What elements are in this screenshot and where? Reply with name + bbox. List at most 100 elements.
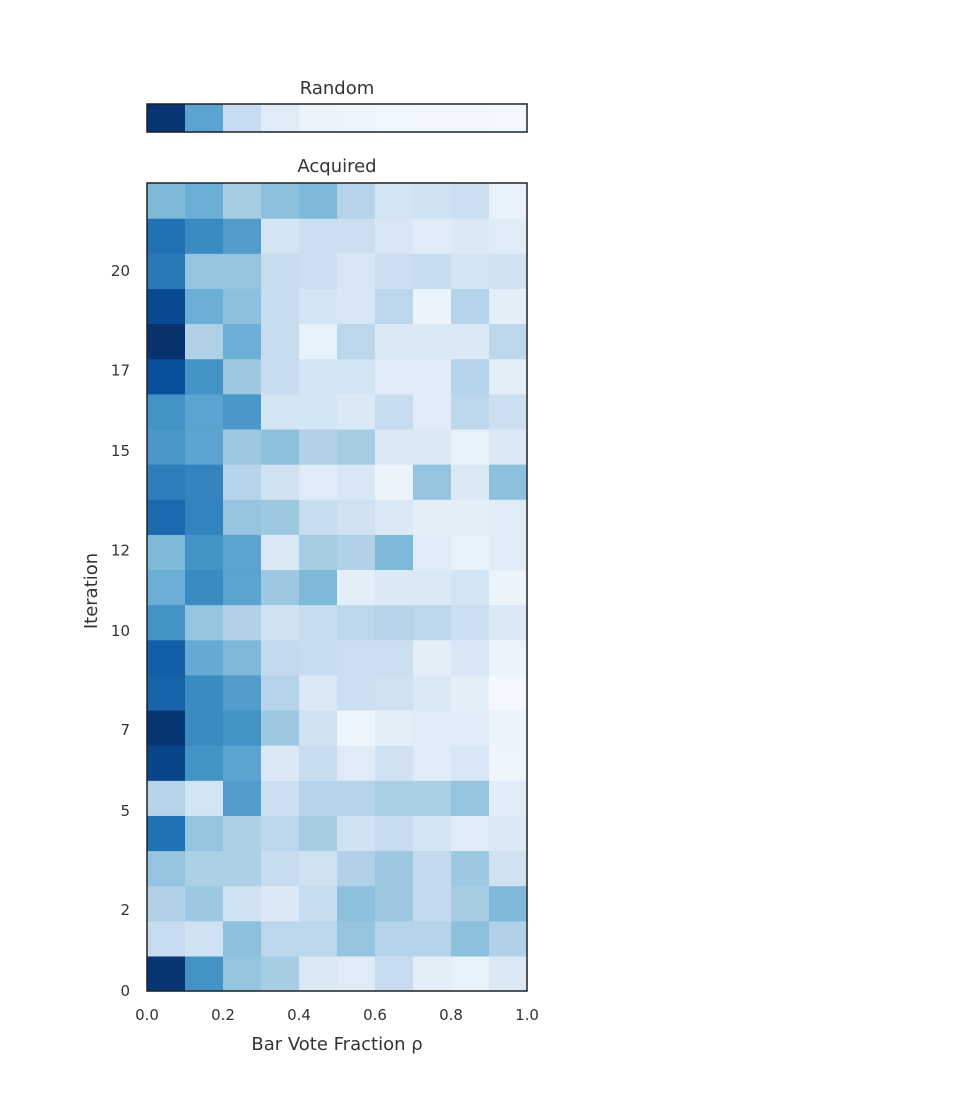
acquired-cell-r2-c2	[223, 885, 262, 922]
acquired-cell-r19-c6	[375, 288, 414, 325]
acquired-cell-r11-c7	[413, 569, 452, 606]
acquired-cell-r14-c7	[413, 464, 452, 500]
acquired-cell-r13-c3	[261, 499, 300, 535]
acquired-cell-r2-c1	[185, 885, 224, 922]
x-axis-label: Bar Vote Fraction ρ	[251, 1034, 422, 1055]
acquired-cell-r14-c2	[223, 464, 262, 500]
acquired-cell-r14-c3	[261, 464, 300, 500]
acquired-cell-r0-c1	[185, 955, 224, 992]
acquired-cell-r9-c1	[185, 639, 224, 676]
random-cell-r0-c7	[413, 104, 452, 133]
x-axis-ticks: 0.0 0.2 0.4 0.6 0.8 1.0	[135, 1006, 539, 1024]
acquired-cell-r9-c6	[375, 639, 414, 676]
acquired-cell-r1-c6	[375, 920, 414, 957]
acquired-cell-r17-c2	[223, 358, 262, 395]
acquired-cell-r21-c2	[223, 218, 262, 254]
acquired-cell-r3-c7	[413, 850, 452, 887]
acquired-cell-r19-c7	[413, 288, 452, 325]
acquired-cell-r2-c3	[261, 885, 300, 922]
acquired-cell-r14-c5	[337, 464, 376, 500]
acquired-cell-r11-c2	[223, 569, 262, 606]
acquired-cell-r20-c4	[299, 253, 338, 289]
acquired-cell-r14-c6	[375, 464, 414, 500]
acquired-cell-r6-c7	[413, 745, 452, 781]
acquired-cell-r17-c6	[375, 358, 414, 395]
acquired-cell-r22-c1	[185, 183, 224, 219]
acquired-cell-r19-c2	[223, 288, 262, 325]
acquired-cell-r8-c7	[413, 674, 452, 711]
acquired-cell-r15-c7	[413, 428, 452, 465]
acquired-cell-r1-c5	[337, 920, 376, 957]
acquired-cell-r0-c5	[337, 955, 376, 992]
acquired-cell-r9-c5	[337, 639, 376, 676]
acquired-cell-r9-c2	[223, 639, 262, 676]
acquired-cell-r18-c5	[337, 323, 376, 360]
acquired-cell-r11-c9	[489, 569, 528, 606]
random-heatmap	[147, 104, 528, 133]
acquired-cell-r8-c5	[337, 674, 376, 711]
acquired-cell-r21-c1	[185, 218, 224, 254]
acquired-cell-r20-c7	[413, 253, 452, 289]
acquired-cell-r11-c8	[451, 569, 490, 606]
acquired-cell-r8-c9	[489, 674, 528, 711]
acquired-cell-r15-c2	[223, 428, 262, 465]
acquired-cell-r5-c2	[223, 780, 262, 816]
acquired-cell-r11-c0	[147, 569, 186, 606]
acquired-cell-r7-c9	[489, 709, 528, 746]
acquired-cell-r16-c9	[489, 393, 528, 430]
acquired-cell-r14-c8	[451, 464, 490, 500]
acquired-cell-r22-c7	[413, 183, 452, 219]
acquired-cell-r14-c1	[185, 464, 224, 500]
acquired-cell-r10-c4	[299, 604, 338, 641]
y-axis-label: Iteration	[81, 553, 102, 629]
acquired-cell-r17-c9	[489, 358, 528, 395]
x-tick-label: 0.6	[363, 1006, 387, 1024]
acquired-title: Acquired	[297, 156, 376, 177]
acquired-cell-r15-c3	[261, 428, 300, 465]
acquired-cell-r18-c9	[489, 323, 528, 360]
acquired-cell-r8-c8	[451, 674, 490, 711]
acquired-cell-r9-c3	[261, 639, 300, 676]
acquired-cell-r20-c9	[489, 253, 528, 289]
acquired-cell-r5-c3	[261, 780, 300, 816]
acquired-cell-r13-c1	[185, 499, 224, 535]
acquired-cell-r18-c3	[261, 323, 300, 360]
acquired-cell-r16-c6	[375, 393, 414, 430]
acquired-cell-r17-c7	[413, 358, 452, 395]
acquired-cell-r6-c4	[299, 745, 338, 781]
acquired-cell-r18-c8	[451, 323, 490, 360]
acquired-cell-r5-c9	[489, 780, 528, 816]
acquired-cell-r20-c3	[261, 253, 300, 289]
acquired-cell-r8-c0	[147, 674, 186, 711]
acquired-cell-r10-c6	[375, 604, 414, 641]
x-tick-label: 0.0	[135, 1006, 159, 1024]
acquired-cell-r19-c5	[337, 288, 376, 325]
acquired-cell-r6-c3	[261, 745, 300, 781]
random-cell-r0-c5	[337, 104, 376, 133]
acquired-cell-r3-c6	[375, 850, 414, 887]
acquired-cell-r0-c4	[299, 955, 338, 992]
acquired-cell-r8-c6	[375, 674, 414, 711]
acquired-cell-r16-c8	[451, 393, 490, 430]
acquired-cell-r17-c1	[185, 358, 224, 395]
acquired-cell-r6-c1	[185, 745, 224, 781]
acquired-cell-r16-c4	[299, 393, 338, 430]
acquired-cell-r10-c3	[261, 604, 300, 641]
acquired-cell-r12-c5	[337, 534, 376, 571]
acquired-cell-r1-c7	[413, 920, 452, 957]
acquired-cell-r7-c4	[299, 709, 338, 746]
acquired-cell-r5-c7	[413, 780, 452, 816]
acquired-cell-r13-c4	[299, 499, 338, 535]
acquired-cell-r1-c4	[299, 920, 338, 957]
acquired-cell-r7-c5	[337, 709, 376, 746]
acquired-cell-r6-c0	[147, 745, 186, 781]
acquired-cell-r18-c4	[299, 323, 338, 360]
acquired-cell-r11-c3	[261, 569, 300, 606]
acquired-cell-r13-c2	[223, 499, 262, 535]
acquired-cell-r16-c1	[185, 393, 224, 430]
acquired-cell-r10-c1	[185, 604, 224, 641]
acquired-cell-r16-c5	[337, 393, 376, 430]
acquired-cell-r3-c4	[299, 850, 338, 887]
acquired-cell-r13-c6	[375, 499, 414, 535]
